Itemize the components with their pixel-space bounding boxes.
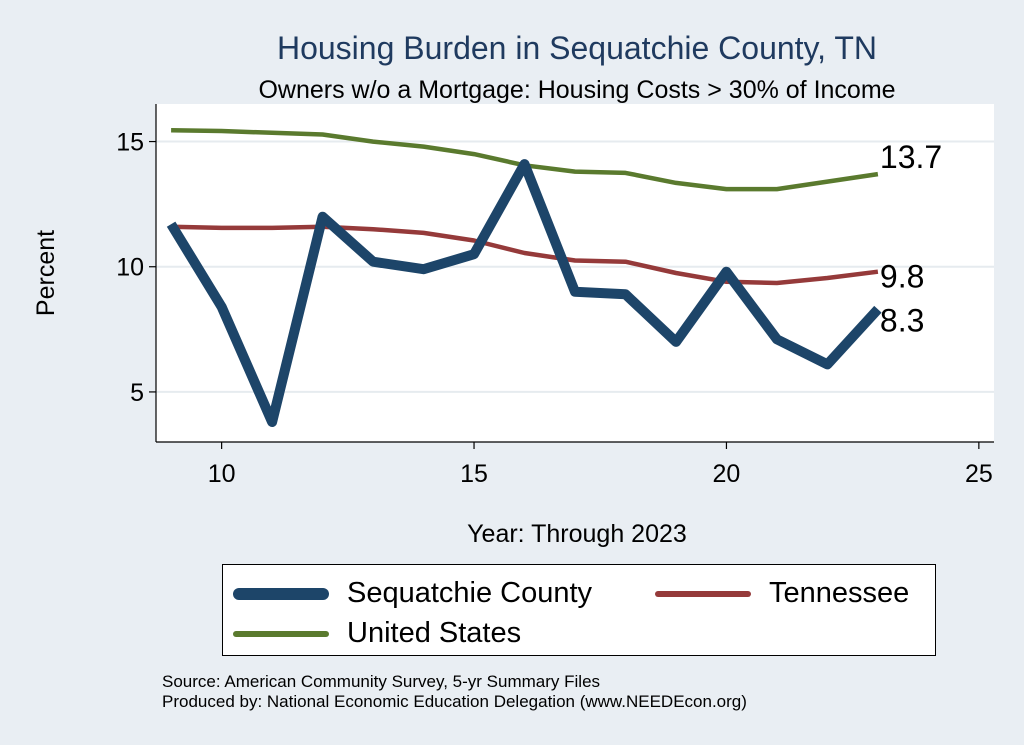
legend-item-united-states: United States xyxy=(233,617,521,650)
series-lines xyxy=(166,128,882,427)
series-line-tennessee xyxy=(171,224,879,286)
x-axis-ticks: 10 15 20 25 xyxy=(208,442,993,488)
x-tick-label: 15 xyxy=(460,460,488,488)
end-label: 8.3 xyxy=(880,302,924,338)
end-label: 13.7 xyxy=(880,139,942,175)
line-chart: Housing Burden in Sequatchie County, TN … xyxy=(32,30,994,548)
chart-subtitle: Owners w/o a Mortgage: Housing Costs > 3… xyxy=(258,76,895,104)
y-tick-label: 15 xyxy=(116,129,144,157)
series-line-sequatchie-county xyxy=(166,159,882,427)
legend: Sequatchie County Tennessee United State… xyxy=(222,564,936,656)
producer-line: Produced by: National Economic Education… xyxy=(162,692,747,711)
end-label: 9.8 xyxy=(880,259,924,295)
legend-item-sequatchie: Sequatchie County xyxy=(233,577,592,610)
x-axis-title: Year: Through 2023 xyxy=(467,520,687,548)
y-tick-label: 10 xyxy=(116,254,144,282)
chart-title: Housing Burden in Sequatchie County, TN xyxy=(277,30,877,66)
legend-item-tennessee: Tennessee xyxy=(655,577,909,610)
y-axis-title: Percent xyxy=(32,230,60,316)
y-tick-label: 5 xyxy=(130,379,144,407)
legend-swatch-united-states xyxy=(233,630,329,637)
legend-swatch-sequatchie xyxy=(233,587,329,600)
gridlines xyxy=(156,140,994,393)
legend-label: Sequatchie County xyxy=(347,577,593,609)
source-line: Source: American Community Survey, 5-yr … xyxy=(162,672,601,691)
legend-swatch-tennessee xyxy=(655,590,751,597)
x-tick-label: 25 xyxy=(965,460,993,488)
end-labels: 8.3 9.8 13.7 xyxy=(880,139,942,338)
x-tick-label: 20 xyxy=(713,460,741,488)
legend-label: Tennessee xyxy=(769,577,910,609)
legend-label: United States xyxy=(347,617,522,649)
y-axis-ticks: 5 10 15 xyxy=(116,129,156,407)
source-note: Source: American Community Survey, 5-yr … xyxy=(162,672,747,712)
x-tick-label: 10 xyxy=(208,460,236,488)
